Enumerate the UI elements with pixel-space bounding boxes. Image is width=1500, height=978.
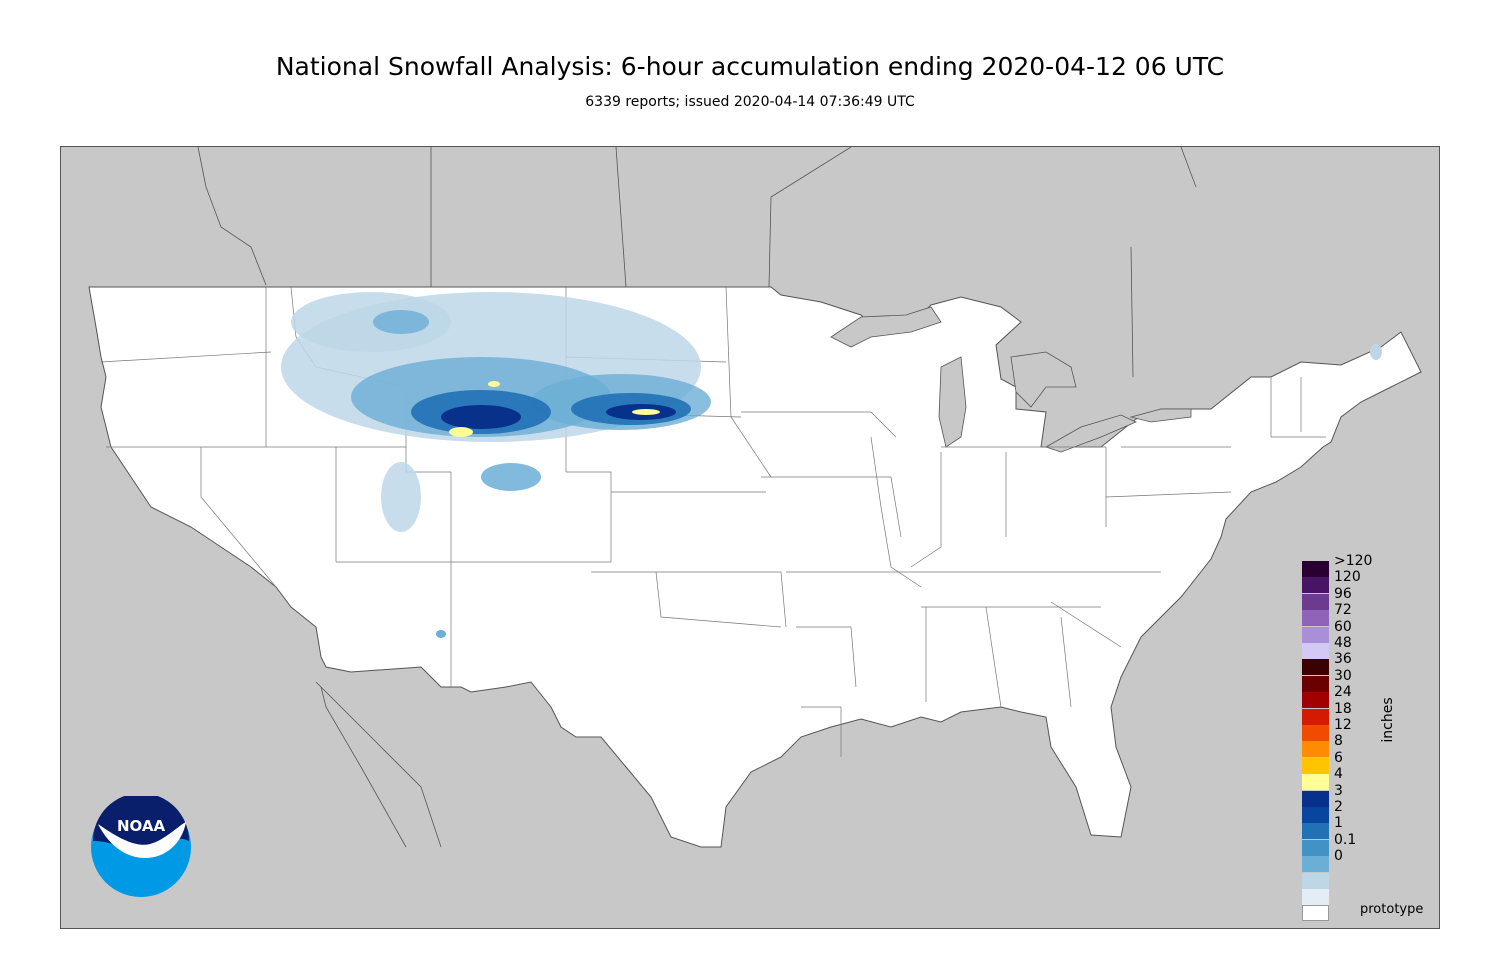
state-border [1105,491,1232,498]
state-border [796,626,857,688]
snowfall-shading [281,292,1382,638]
legend-label: 4 [1334,766,1343,783]
snow-area-max [488,381,500,387]
canada-province-line [768,147,852,288]
state-border [801,706,842,757]
lake-michigan [938,356,967,448]
legend-swatch [1302,823,1329,840]
canada-province-line [1180,147,1197,188]
great-lakes [830,306,1192,453]
legend-swatch [1302,889,1329,905]
lake-ontario [1129,408,1192,423]
legend-swatch [1302,774,1329,791]
chart-title: National Snowfall Analysis: 6-hour accum… [275,52,1225,81]
state-border [1050,601,1122,648]
state-border [761,476,902,538]
legend-swatch [1302,643,1329,659]
prototype-note: prototype [1360,902,1424,917]
legend-label: 0 [1334,848,1343,865]
state-border [1060,616,1072,708]
legend-swatch [1302,561,1329,577]
canada-province-line [615,147,627,288]
state-border [200,447,277,588]
snow-area-max [632,409,660,415]
snow-area-light [1370,344,1382,360]
legend-swatch [1302,757,1329,774]
snow-area-medium [373,310,429,334]
legend-label: 6 [1334,749,1343,766]
legend-label: 18 [1334,700,1352,717]
legend-swatch [1302,593,1329,610]
legend-swatch [1302,725,1329,741]
logo-gull-icon [98,822,186,858]
legend-swatch [1302,741,1329,758]
lake-huron [1010,351,1077,408]
legend-swatch [1302,692,1329,709]
canada-province-line [1130,246,1134,378]
state-border [591,571,787,628]
legend-label: 36 [1334,651,1352,668]
state-border [566,471,612,562]
legend-label: 3 [1334,782,1343,799]
snow-area-core [441,405,521,429]
legend-label: 72 [1334,602,1352,619]
logo-top-icon [93,796,189,849]
legend-swatch [1302,905,1329,922]
baja-line [315,681,442,848]
state-border [725,286,772,478]
legend-swatch [1302,659,1329,676]
snow-area-light [381,462,421,532]
state-border [910,452,942,568]
snowfall-map [61,147,1439,928]
legend-label: 12 [1334,717,1352,733]
legend-label: 24 [1334,684,1352,701]
state-border [741,411,897,438]
state-border [870,436,922,588]
legend-swatch [1302,807,1329,823]
legend-swatch [1302,675,1329,692]
legend-swatch [1302,872,1329,889]
legend-swatch [1302,856,1329,873]
legend-label: 1 [1334,815,1343,832]
legend-swatch [1302,790,1329,807]
snow-area-light [291,292,451,352]
legend-label: 60 [1334,618,1352,635]
legend-swatch [1302,708,1329,725]
noaa-logo: NOAA [91,796,191,897]
legend-label: 96 [1334,585,1352,602]
map-panel [60,146,1440,929]
state-border [655,571,782,628]
chart-subtitle: 6339 reports; issued 2020-04-14 07:36:49… [585,94,915,110]
legend-label: 2 [1334,799,1343,815]
state-border [985,606,1002,708]
snow-area-medium [436,630,446,638]
state-border [941,446,1107,527]
units-label: inches [1380,697,1396,743]
snow-area-max [449,427,473,437]
legend-swatch [1302,577,1329,594]
legend-label: 8 [1334,733,1343,750]
legend-label: >120 [1334,553,1373,569]
logo-text: NOAA [117,817,166,835]
legend-units: inches [1378,690,1398,750]
state-border [100,351,272,363]
international-borders [197,147,1197,848]
lake-superior [830,306,942,348]
mexico-coast-line [320,686,407,848]
legend-swatch [1302,626,1329,643]
lake-erie [1045,414,1137,453]
canada-province-line [197,147,267,286]
state-border [1270,377,1326,438]
legend-label: 120 [1334,569,1361,586]
legend-label: 48 [1334,635,1352,651]
legend-label: 30 [1334,667,1352,684]
legend-swatch [1302,610,1329,627]
legend-label: 0.1 [1334,831,1357,848]
legend-swatch [1302,839,1329,856]
snow-area-medium [481,463,541,491]
